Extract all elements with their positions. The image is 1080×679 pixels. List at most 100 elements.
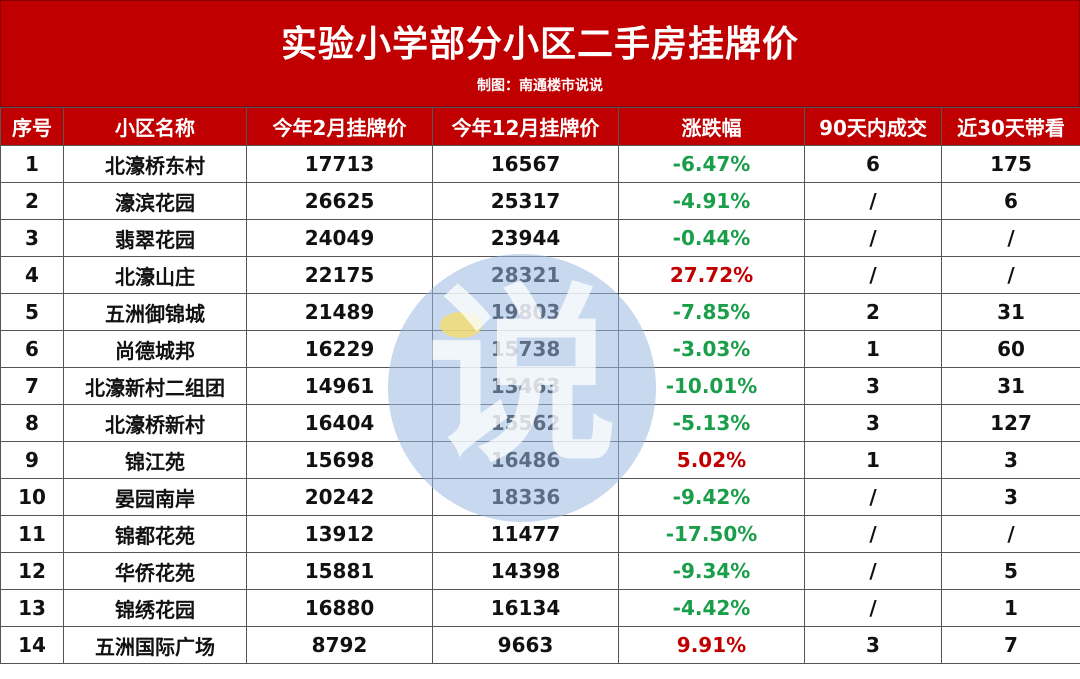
- cell-feb-price: 20242: [246, 478, 433, 516]
- cell-change: -17.50%: [618, 515, 805, 553]
- column-header-dec-price: 今年12月挂牌价: [432, 107, 619, 146]
- cell-visits-30d: 31: [941, 293, 1080, 331]
- cell-deals-90d: /: [804, 515, 942, 553]
- cell-feb-price: 15698: [246, 441, 433, 479]
- table-row: 6 尚德城邦 16229 15738 -3.03% 1 60: [0, 330, 1080, 368]
- cell-deals-90d: 3: [804, 626, 942, 664]
- cell-index: 2: [0, 182, 64, 220]
- cell-name: 华侨花苑: [63, 552, 247, 590]
- table-row: 9 锦江苑 15698 16486 5.02% 1 3: [0, 441, 1080, 479]
- table-row: 3 翡翠花园 24049 23944 -0.44% / /: [0, 219, 1080, 257]
- cell-feb-price: 17713: [246, 145, 433, 183]
- cell-index: 13: [0, 589, 64, 627]
- column-header-name: 小区名称: [63, 107, 247, 146]
- table-row: 2 濠滨花园 26625 25317 -4.91%/6: [0, 182, 1080, 220]
- cell-change: 5.02%: [618, 441, 805, 479]
- cell-feb-price: 16880: [246, 589, 433, 627]
- cell-change: -5.13%: [618, 404, 805, 442]
- table-row: 14 五洲国际广场 8792 9663 9.91% 3 7: [0, 626, 1080, 664]
- table-row: 13 锦绣花园 16880 16134 -4.42%/1: [0, 589, 1080, 627]
- cell-dec-price: 18336: [432, 478, 619, 516]
- cell-feb-price: 16229: [246, 330, 433, 368]
- cell-deals-90d: /: [804, 552, 942, 590]
- cell-name: 锦绣花园: [63, 589, 247, 627]
- cell-dec-price: 16134: [432, 589, 619, 627]
- table-row: 5 五洲御锦城 21489 19803 -7.85% 2 31: [0, 293, 1080, 331]
- cell-visits-30d: 7: [941, 626, 1080, 664]
- column-header-visits-30d: 近30天带看: [941, 107, 1080, 146]
- cell-feb-price: 24049: [246, 219, 433, 257]
- cell-feb-price: 15881: [246, 552, 433, 590]
- cell-visits-30d: 60: [941, 330, 1080, 368]
- cell-feb-price: 14961: [246, 367, 433, 405]
- column-header-index: 序号: [0, 107, 64, 146]
- cell-index: 3: [0, 219, 64, 257]
- cell-index: 11: [0, 515, 64, 553]
- cell-dec-price: 11477: [432, 515, 619, 553]
- cell-name: 濠滨花园: [63, 182, 247, 220]
- cell-index: 9: [0, 441, 64, 479]
- table-row: 7 北濠新村二组团 14961 13463 -10.01% 3 31: [0, 367, 1080, 405]
- cell-change: -4.91%: [618, 182, 805, 220]
- cell-deals-90d: 2: [804, 293, 942, 331]
- cell-feb-price: 26625: [246, 182, 433, 220]
- cell-visits-30d: 31: [941, 367, 1080, 405]
- cell-visits-30d: 127: [941, 404, 1080, 442]
- cell-index: 14: [0, 626, 64, 664]
- cell-name: 晏园南岸: [63, 478, 247, 516]
- cell-dec-price: 15562: [432, 404, 619, 442]
- cell-name: 五洲国际广场: [63, 626, 247, 664]
- cell-index: 10: [0, 478, 64, 516]
- cell-visits-30d: /: [941, 515, 1080, 553]
- cell-deals-90d: /: [804, 589, 942, 627]
- cell-change: -4.42%: [618, 589, 805, 627]
- cell-name: 尚德城邦: [63, 330, 247, 368]
- cell-deals-90d: 1: [804, 441, 942, 479]
- cell-index: 6: [0, 330, 64, 368]
- cell-deals-90d: /: [804, 256, 942, 294]
- cell-feb-price: 8792: [246, 626, 433, 664]
- table-row: 11 锦都花苑 13912 11477 -17.50% / /: [0, 515, 1080, 553]
- cell-index: 8: [0, 404, 64, 442]
- cell-name: 北濠新村二组团: [63, 367, 247, 405]
- cell-dec-price: 13463: [432, 367, 619, 405]
- cell-dec-price: 23944: [432, 219, 619, 257]
- cell-visits-30d: 6: [941, 182, 1080, 220]
- cell-name: 北濠桥新村: [63, 404, 247, 442]
- cell-visits-30d: 3: [941, 478, 1080, 516]
- cell-feb-price: 22175: [246, 256, 433, 294]
- cell-dec-price: 15738: [432, 330, 619, 368]
- page-title: 实验小学部分小区二手房挂牌价: [280, 24, 799, 65]
- cell-name: 五洲御锦城: [63, 293, 247, 331]
- cell-change: 27.72%: [618, 256, 805, 294]
- cell-dec-price: 16567: [432, 145, 619, 183]
- cell-change: -3.03%: [618, 330, 805, 368]
- cell-change: -7.85%: [618, 293, 805, 331]
- cell-feb-price: 21489: [246, 293, 433, 331]
- column-header-change: 涨跌幅: [618, 107, 805, 146]
- cell-dec-price: 16486: [432, 441, 619, 479]
- cell-name: 锦都花苑: [63, 515, 247, 553]
- table-row: 10 晏园南岸 20242 18336 -9.42%/3: [0, 478, 1080, 516]
- cell-change: -10.01%: [618, 367, 805, 405]
- page-subtitle: 制图：南通楼市说说: [477, 78, 603, 94]
- cell-index: 7: [0, 367, 64, 405]
- cell-visits-30d: 3: [941, 441, 1080, 479]
- cell-dec-price: 14398: [432, 552, 619, 590]
- table-row: 12 华侨花苑 15881 14398 -9.34%/5: [0, 552, 1080, 590]
- cell-feb-price: 16404: [246, 404, 433, 442]
- cell-deals-90d: /: [804, 182, 942, 220]
- title-banner: 实验小学部分小区二手房挂牌价 制图：南通楼市说说: [0, 0, 1080, 107]
- table-body: 1 北濠桥东村 17713 16567 -6.47% 6 175 2 濠滨花园 26625 253…: [0, 145, 1080, 664]
- cell-visits-30d: /: [941, 219, 1080, 257]
- cell-visits-30d: 5: [941, 552, 1080, 590]
- cell-deals-90d: 3: [804, 404, 942, 442]
- cell-change: -0.44%: [618, 219, 805, 257]
- cell-feb-price: 13912: [246, 515, 433, 553]
- cell-dec-price: 19803: [432, 293, 619, 331]
- cell-change: -9.34%: [618, 552, 805, 590]
- cell-index: 4: [0, 256, 64, 294]
- column-header-deals-90d: 90天内成交: [804, 107, 942, 146]
- cell-dec-price: 9663: [432, 626, 619, 664]
- cell-deals-90d: 1: [804, 330, 942, 368]
